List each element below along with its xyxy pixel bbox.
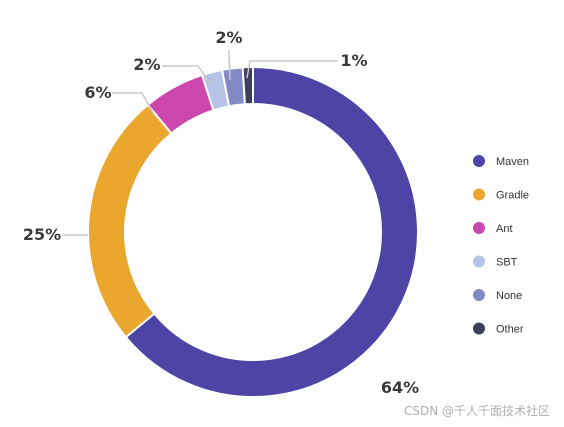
legend-swatch-ant <box>473 222 485 234</box>
legend-swatch-other <box>473 322 485 335</box>
legend: Maven Gradle Ant SBT None Other <box>473 155 529 336</box>
legend-label-ant: Ant <box>496 223 513 235</box>
leader-line-other <box>246 60 338 79</box>
legend-swatch-none <box>473 289 485 301</box>
legend-swatch-maven <box>473 155 485 167</box>
leader-line-ant <box>112 92 156 117</box>
slice-other <box>241 65 254 106</box>
percent-label-ant: 6% <box>84 83 111 102</box>
legend-swatch-sbt <box>473 255 485 268</box>
percent-label-none: 2% <box>215 28 242 47</box>
legend-label-maven: Maven <box>496 156 529 168</box>
legend-label-none: None <box>496 290 522 302</box>
percent-label-gradle: 25% <box>23 225 61 244</box>
donut-slices <box>87 65 419 398</box>
legend-label-gradle: Gradle <box>496 190 529 202</box>
legend-label-sbt: SBT <box>496 257 518 269</box>
percent-label-sbt: 2% <box>133 55 160 74</box>
percent-label-maven: 64% <box>381 378 419 397</box>
slice-gradle <box>87 103 173 339</box>
leader-line-sbt <box>162 65 213 87</box>
percent-labels: 64% 25% 6% 2% 2% 1% <box>23 28 419 397</box>
leader-lines <box>62 49 338 236</box>
legend-swatch-gradle <box>473 188 485 201</box>
percent-label-other: 1% <box>340 51 367 70</box>
slice-maven <box>124 65 419 398</box>
leader-line-none <box>228 49 231 81</box>
watermark: CSDN @千人千面技术社区 <box>403 404 550 418</box>
legend-label-other: Other <box>496 324 524 336</box>
